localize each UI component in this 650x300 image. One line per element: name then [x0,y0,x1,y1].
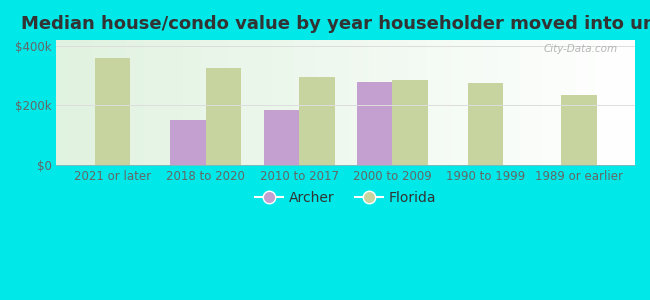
Bar [170,120,206,165]
Legend: Archer, Florida: Archer, Florida [250,185,441,210]
Bar [299,77,335,165]
Bar [357,82,393,165]
Text: City-Data.com: City-Data.com [543,44,618,54]
Bar [393,80,428,165]
Bar [468,83,504,165]
Title: Median house/condo value by year householder moved into unit: Median house/condo value by year househo… [21,15,650,33]
Bar [95,58,130,165]
Bar [562,95,597,165]
Bar [206,68,241,165]
Bar [264,110,299,165]
